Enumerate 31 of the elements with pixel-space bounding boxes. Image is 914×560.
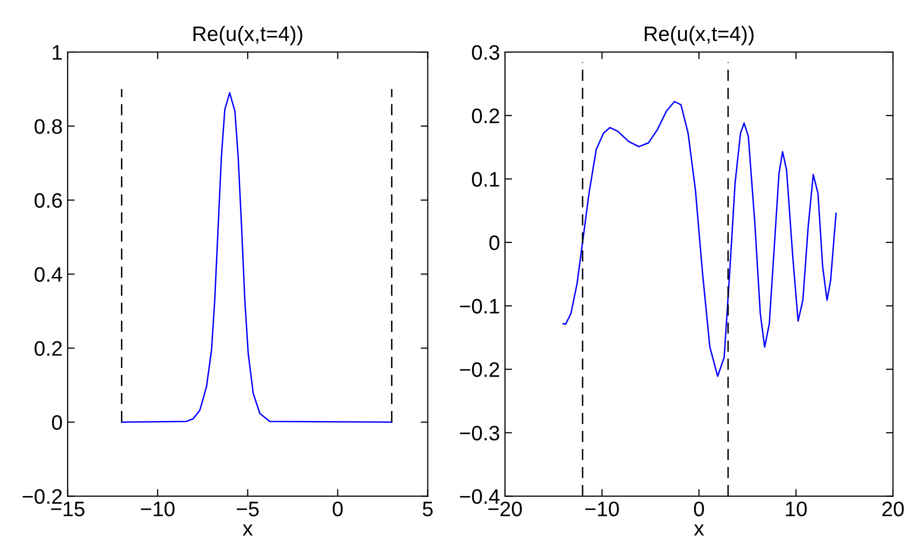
x-tick-label: −5 bbox=[236, 502, 259, 516]
y-tick-label: −0.3 bbox=[460, 426, 500, 440]
chart-title: Re(u(x,t=4)) bbox=[644, 26, 754, 46]
x-tick-label: 10 bbox=[786, 502, 807, 516]
y-tick-label: 0.4 bbox=[34, 267, 62, 282]
x-tick-label: 0 bbox=[332, 502, 343, 516]
y-tick-label: 0 bbox=[52, 415, 62, 430]
y-tick-label: 1 bbox=[52, 45, 62, 60]
y-tick-label: 0 bbox=[489, 235, 500, 250]
y-tick-label: −0.1 bbox=[460, 298, 500, 314]
x-tick-label: −10 bbox=[585, 502, 619, 516]
x-axis-title: x bbox=[694, 524, 704, 536]
y-tick-label: 0.1 bbox=[472, 172, 500, 187]
line-series bbox=[120, 92, 392, 423]
y-tick-label: −0.4 bbox=[460, 489, 500, 504]
x-tick-label: −10 bbox=[141, 502, 175, 516]
x-tick-label: 0 bbox=[694, 502, 704, 516]
x-tick-label: 5 bbox=[422, 502, 433, 516]
y-tick-label: 0.8 bbox=[34, 119, 62, 134]
x-tick-label: −15 bbox=[50, 502, 84, 516]
y-tick-label: 0.6 bbox=[34, 193, 62, 208]
y-tick-label: 0.2 bbox=[34, 341, 62, 356]
y-tick-label: 0.2 bbox=[472, 108, 500, 124]
line-series bbox=[562, 100, 837, 377]
y-tick-label: −0.2 bbox=[22, 489, 62, 504]
x-tick-label: 20 bbox=[882, 502, 904, 516]
y-tick-label: 0.3 bbox=[472, 45, 500, 60]
y-tick-label: −0.2 bbox=[460, 362, 500, 378]
chart-title: Re(u(x,t=4)) bbox=[194, 26, 302, 46]
x-axis-title: x bbox=[242, 524, 253, 536]
x-tick-label: −20 bbox=[488, 502, 522, 516]
